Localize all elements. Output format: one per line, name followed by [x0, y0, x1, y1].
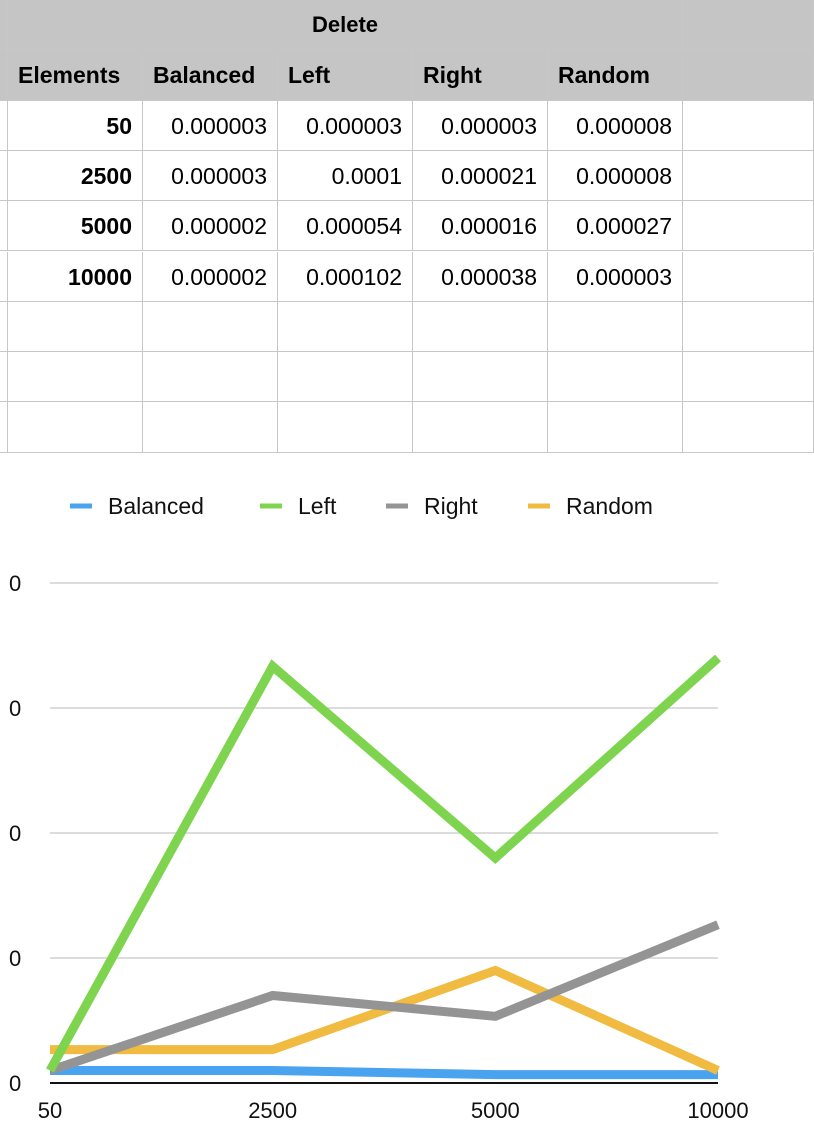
value-cell[interactable]: 0.000002 — [143, 251, 278, 302]
value-cell[interactable]: 0.000102 — [278, 251, 413, 302]
header-cell[interactable] — [0, 50, 8, 101]
value-cell[interactable]: 0.000003 — [413, 100, 548, 151]
empty-cell[interactable] — [0, 301, 8, 353]
table-title[interactable]: Delete — [8, 0, 683, 51]
value-cell[interactable]: 0.000021 — [413, 150, 548, 202]
y-tick-label: 0 — [9, 821, 21, 846]
legend-label-random: Random — [566, 493, 653, 519]
header-cell[interactable] — [683, 50, 814, 101]
y-tick-label: 0 — [9, 571, 21, 596]
empty-cell[interactable] — [683, 251, 814, 302]
empty-cell[interactable] — [143, 402, 278, 453]
row-gutter[interactable] — [0, 201, 8, 252]
header-cell[interactable] — [0, 0, 8, 51]
empty-cell[interactable] — [548, 402, 683, 453]
empty-cell[interactable] — [278, 352, 413, 403]
legend-label-right: Right — [424, 493, 478, 519]
empty-cell[interactable] — [8, 301, 143, 353]
empty-cell[interactable] — [683, 201, 814, 252]
line-chart: Balanced Left Right Random 0 0 0 0 0 50 2500 5000… — [9, 493, 749, 1123]
value-cell[interactable]: 0.000008 — [548, 150, 683, 202]
series-line-right — [48, 920, 720, 1075]
empty-cell[interactable] — [413, 352, 548, 403]
value-cell[interactable]: 0.000016 — [413, 201, 548, 252]
empty-cell[interactable] — [548, 352, 683, 403]
column-header-balanced[interactable]: Balanced — [143, 50, 278, 101]
legend-label-left: Left — [298, 493, 337, 519]
empty-cell[interactable] — [548, 301, 683, 353]
elements-cell[interactable]: 2500 — [8, 150, 143, 202]
column-header-left[interactable]: Left — [278, 50, 413, 101]
x-tick-label: 5000 — [471, 1098, 520, 1123]
empty-cell[interactable] — [413, 301, 548, 353]
y-tick-label: 0 — [9, 946, 21, 971]
value-cell[interactable]: 0.000038 — [413, 251, 548, 302]
column-header-elements[interactable]: Elements — [8, 50, 143, 101]
empty-cell[interactable] — [0, 402, 8, 453]
empty-cell[interactable] — [278, 301, 413, 353]
x-axis-ticks: 50 2500 5000 10000 — [38, 1098, 749, 1123]
y-axis-ticks: 0 0 0 0 0 — [9, 571, 21, 1096]
value-cell[interactable]: 0.000003 — [278, 100, 413, 151]
value-cell[interactable]: 0.000002 — [143, 201, 278, 252]
chart-series-lines — [46, 654, 722, 1080]
empty-cell[interactable] — [413, 402, 548, 453]
value-cell[interactable]: 0.0001 — [278, 150, 413, 202]
series-line-balanced — [50, 1066, 718, 1080]
y-tick-label: 0 — [9, 696, 21, 721]
elements-cell[interactable]: 50 — [8, 100, 143, 151]
x-tick-label: 10000 — [687, 1098, 748, 1123]
header-cell[interactable] — [683, 0, 814, 51]
row-gutter[interactable] — [0, 100, 8, 151]
elements-cell[interactable]: 5000 — [8, 201, 143, 252]
spreadsheet-table: Delete Elements Balanced Left Right Random 50 0… — [0, 0, 814, 462]
empty-cell[interactable] — [683, 352, 814, 403]
value-cell[interactable]: 0.000003 — [143, 150, 278, 202]
legend-label-balanced: Balanced — [108, 493, 204, 519]
empty-cell[interactable] — [683, 150, 814, 202]
value-cell[interactable]: 0.000003 — [548, 251, 683, 302]
empty-cell[interactable] — [143, 301, 278, 353]
value-cell[interactable]: 0.000003 — [143, 100, 278, 151]
x-tick-label: 2500 — [248, 1098, 297, 1123]
empty-cell[interactable] — [683, 301, 814, 353]
y-tick-label: 0 — [9, 1071, 21, 1096]
column-header-right[interactable]: Right — [413, 50, 548, 101]
chart-grid — [50, 582, 718, 1084]
chart-legend: Balanced Left Right Random — [70, 493, 653, 519]
empty-cell[interactable] — [8, 402, 143, 453]
series-line-random — [50, 965, 720, 1075]
series-line-left — [46, 654, 722, 1073]
row-gutter[interactable] — [0, 251, 8, 302]
value-cell[interactable]: 0.000054 — [278, 201, 413, 252]
elements-cell[interactable]: 10000 — [8, 251, 143, 302]
empty-cell[interactable] — [683, 402, 814, 453]
value-cell[interactable]: 0.000008 — [548, 100, 683, 151]
column-header-random[interactable]: Random — [548, 50, 683, 101]
empty-cell[interactable] — [143, 352, 278, 403]
row-gutter[interactable] — [0, 150, 8, 202]
empty-cell[interactable] — [8, 352, 143, 403]
empty-cell[interactable] — [278, 402, 413, 453]
value-cell[interactable]: 0.000027 — [548, 201, 683, 252]
empty-cell[interactable] — [0, 352, 8, 403]
empty-cell[interactable] — [683, 100, 814, 151]
x-tick-label: 50 — [38, 1098, 62, 1123]
